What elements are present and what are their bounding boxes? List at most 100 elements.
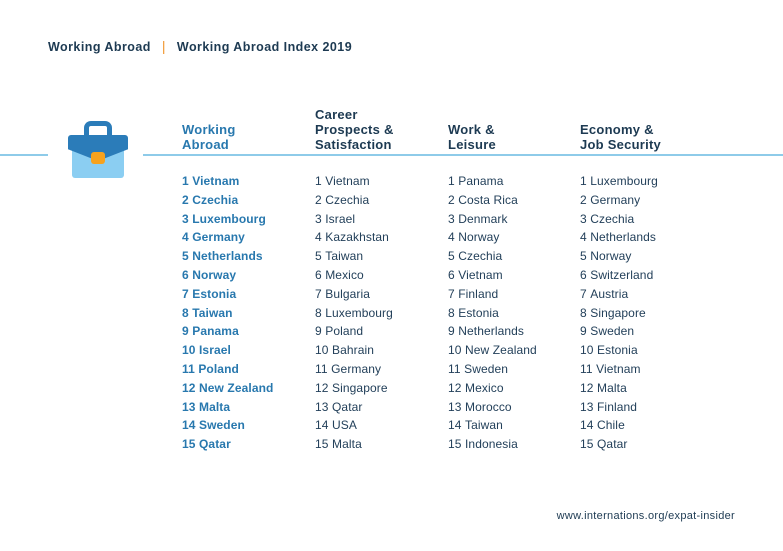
column-header-line: Working bbox=[182, 122, 236, 137]
ranking-item: 4 Netherlands bbox=[580, 228, 740, 247]
country-name: Sweden bbox=[586, 324, 635, 339]
country-name: Indonesia bbox=[461, 437, 518, 452]
country-name: Morocco bbox=[461, 399, 512, 414]
footer-url: www.internations.org/expat-insider bbox=[556, 510, 735, 522]
country-name: Luxembourg bbox=[321, 305, 393, 320]
ranking-item: 15 Qatar bbox=[182, 435, 315, 454]
ranking-item: 7 Finland bbox=[448, 285, 580, 304]
ranking-item: 12 Mexico bbox=[448, 379, 580, 398]
country-name: Vietnam bbox=[321, 174, 370, 188]
country-name: Israel bbox=[321, 211, 356, 226]
rank-number: 13 bbox=[315, 399, 329, 414]
rank-number: 11 bbox=[580, 361, 593, 376]
ranking-item: 8 Luxembourg bbox=[315, 304, 448, 323]
rank-number: 13 bbox=[580, 399, 594, 414]
rank-number: 15 bbox=[580, 437, 594, 452]
rank-number: 2 bbox=[182, 192, 189, 207]
column-header-line: Career bbox=[315, 107, 358, 122]
page-title: Working Abroad Index 2019 bbox=[176, 40, 353, 54]
ranking-item: 11 Vietnam bbox=[580, 360, 740, 379]
country-name: Norway bbox=[586, 249, 632, 264]
ranking-list: 1 Vietnam 2 Czechia 3 Luxembourg 4 Germany 5… bbox=[182, 172, 315, 454]
rank-number: 9 bbox=[448, 324, 455, 339]
country-name: Germany bbox=[586, 192, 641, 207]
rank-number: 7 bbox=[448, 286, 455, 301]
country-name: Taiwan bbox=[188, 305, 233, 320]
ranking-item: 8 Estonia bbox=[448, 304, 580, 323]
country-name: Vietnam bbox=[188, 174, 240, 188]
country-name: Chile bbox=[593, 418, 625, 433]
rank-number: 12 bbox=[448, 380, 462, 395]
ranking-item: 1 Luxembourg bbox=[580, 172, 740, 191]
divider-line-right bbox=[143, 154, 783, 156]
briefcase-clasp bbox=[91, 152, 105, 164]
ranking-item: 7 Bulgaria bbox=[315, 285, 448, 304]
rank-number: 14 bbox=[448, 418, 462, 433]
country-name: Norway bbox=[454, 230, 500, 245]
ranking-item: 11 Germany bbox=[315, 360, 448, 379]
ranking-item: 2 Czechia bbox=[182, 191, 315, 210]
ranking-item: 9 Netherlands bbox=[448, 322, 580, 341]
column-header: Work & Leisure bbox=[448, 98, 580, 152]
rank-number: 5 bbox=[448, 249, 455, 264]
ranking-item: 14 Chile bbox=[580, 416, 740, 435]
column-work-leisure: Work & Leisure 1 Panama 2 Costa Rica 3 Denma… bbox=[448, 98, 580, 454]
rank-number: 11 bbox=[182, 361, 195, 376]
rank-number: 15 bbox=[315, 437, 329, 452]
ranking-item: 9 Panama bbox=[182, 322, 315, 341]
country-name: Germany bbox=[188, 230, 245, 245]
country-name: Malta bbox=[593, 380, 627, 395]
country-name: Taiwan bbox=[461, 418, 503, 433]
ranking-item: 6 Norway bbox=[182, 266, 315, 285]
ranking-item: 7 Austria bbox=[580, 285, 740, 304]
country-name: Finland bbox=[454, 286, 499, 301]
ranking-item: 1 Panama bbox=[448, 172, 580, 191]
column-working-abroad: Working Abroad 1 Vietnam 2 Czechia 3 Luxembo… bbox=[182, 98, 315, 454]
ranking-item: 11 Sweden bbox=[448, 360, 580, 379]
rank-number: 11 bbox=[315, 361, 328, 376]
rank-number: 6 bbox=[315, 267, 322, 282]
ranking-item: 14 USA bbox=[315, 416, 448, 435]
country-name: Singapore bbox=[586, 305, 646, 320]
country-name: Panama bbox=[188, 324, 239, 339]
country-name: Sweden bbox=[195, 418, 245, 433]
country-name: Luxembourg bbox=[586, 174, 658, 188]
rank-number: 2 bbox=[580, 192, 587, 207]
country-name: Costa Rica bbox=[454, 192, 518, 207]
ranking-list: 1 Luxembourg 2 Germany 3 Czechia 4 Netherla… bbox=[580, 172, 740, 454]
country-name: Estonia bbox=[454, 305, 499, 320]
rank-number: 7 bbox=[182, 286, 189, 301]
rank-number: 8 bbox=[182, 305, 189, 320]
country-name: Singapore bbox=[328, 380, 388, 395]
country-name: Finland bbox=[593, 399, 638, 414]
country-name: Malta bbox=[328, 437, 362, 452]
ranking-item: 6 Switzerland bbox=[580, 266, 740, 285]
ranking-item: 6 Mexico bbox=[315, 266, 448, 285]
column-header-line: Work & bbox=[448, 122, 495, 137]
ranking-item: 15 Indonesia bbox=[448, 435, 580, 454]
ranking-item: 13 Finland bbox=[580, 398, 740, 417]
ranking-item: 2 Czechia bbox=[315, 191, 448, 210]
country-name: Czechia bbox=[586, 211, 635, 226]
ranking-item: 11 Poland bbox=[182, 360, 315, 379]
country-name: Qatar bbox=[195, 437, 231, 452]
country-name: New Zealand bbox=[195, 380, 274, 395]
rank-number: 10 bbox=[182, 343, 196, 358]
column-header-line: Job Security bbox=[580, 137, 662, 152]
rank-number: 14 bbox=[315, 418, 329, 433]
country-name: Poland bbox=[321, 324, 364, 339]
rank-number: 3 bbox=[315, 211, 322, 226]
ranking-item: 9 Sweden bbox=[580, 322, 740, 341]
ranking-item: 4 Kazakhstan bbox=[315, 228, 448, 247]
ranking-item: 5 Netherlands bbox=[182, 247, 315, 266]
rank-number: 5 bbox=[182, 249, 189, 264]
ranking-item: 1 Vietnam bbox=[315, 172, 448, 191]
country-name: Bulgaria bbox=[321, 286, 371, 301]
ranking-item: 3 Czechia bbox=[580, 210, 740, 229]
rank-number: 5 bbox=[580, 249, 587, 264]
rank-number: 2 bbox=[448, 192, 455, 207]
country-name: Mexico bbox=[321, 267, 364, 282]
country-name: Czechia bbox=[188, 192, 239, 207]
ranking-item: 10 Estonia bbox=[580, 341, 740, 360]
rank-number: 10 bbox=[580, 343, 594, 358]
